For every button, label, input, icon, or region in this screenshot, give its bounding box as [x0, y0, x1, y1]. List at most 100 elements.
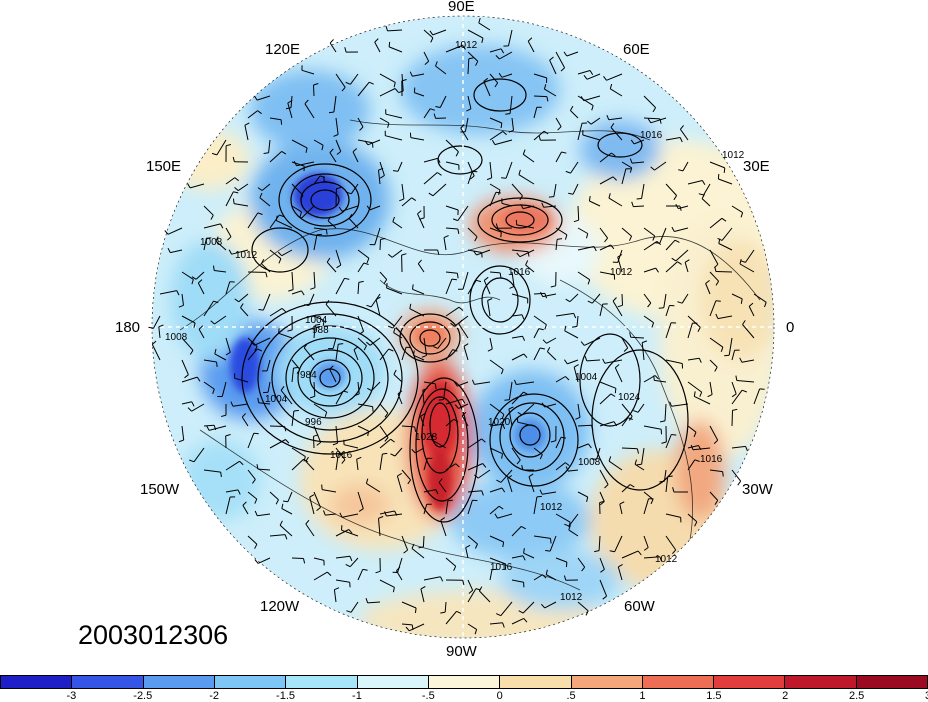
wind-barb-flag — [397, 472, 402, 477]
wind-barb-flag — [379, 175, 385, 179]
wind-barb — [709, 217, 723, 229]
wind-barb-flag — [420, 413, 426, 417]
wind-barb — [665, 322, 672, 339]
colorbar-swatch — [785, 676, 857, 688]
contour-value-label: 1004 — [305, 315, 328, 326]
wind-barb — [577, 123, 583, 141]
lon-label-180: 180 — [115, 319, 141, 336]
wind-barb-flag — [191, 401, 195, 407]
wind-barb-flag — [234, 298, 240, 303]
wind-barb-flag — [359, 126, 364, 131]
wind-barb — [423, 576, 441, 581]
contour-value-label: 1012 — [610, 267, 633, 278]
wind-barb-flag — [341, 86, 346, 92]
wind-barb — [555, 117, 562, 127]
wind-barb — [687, 322, 693, 339]
wind-barb — [457, 205, 469, 221]
wind-barb-flag — [631, 201, 634, 207]
wind-barb-flag — [234, 187, 239, 191]
wind-barb — [687, 381, 702, 393]
wind-barb-flag — [309, 494, 315, 498]
wind-barb-flag — [232, 156, 235, 162]
wind-barb — [505, 161, 513, 179]
wind-barb-flag — [636, 463, 642, 466]
wind-barb — [599, 176, 614, 185]
wind-barb-flag — [386, 283, 388, 289]
wind-barb — [665, 359, 683, 364]
wind-barb-flag — [608, 193, 611, 199]
wind-barb — [511, 447, 521, 461]
wind-barb-flag — [623, 347, 629, 352]
wind-barb-flag — [612, 176, 617, 181]
wind-barb — [385, 113, 403, 119]
wind-barb-flag — [699, 391, 703, 397]
wind-barb-flag — [586, 496, 589, 503]
wind-barb — [367, 601, 381, 604]
wind-barb — [458, 403, 469, 409]
wind-barb — [401, 425, 415, 428]
wind-barb-flag — [474, 629, 478, 635]
wind-barb-flag — [191, 279, 194, 285]
wind-barb — [291, 447, 306, 458]
wind-barb-flag — [650, 499, 654, 505]
wind-barb-flag — [569, 105, 574, 111]
wind-barb — [352, 151, 359, 163]
wind-barb — [728, 337, 733, 356]
wind-barb-flag — [365, 341, 371, 346]
wind-barb — [371, 381, 381, 392]
wind-barb — [181, 425, 185, 441]
wind-barb — [748, 306, 755, 317]
wind-barb-flag — [594, 550, 600, 553]
wind-barb-flag — [740, 260, 746, 263]
wind-barb — [641, 342, 645, 361]
wind-barb — [291, 368, 294, 383]
wind-barb — [269, 151, 283, 163]
wind-barb — [357, 381, 360, 394]
wind-barb — [533, 315, 547, 326]
wind-barb — [549, 59, 557, 75]
wind-barb-flag — [435, 61, 438, 67]
colorbar-swatch — [357, 676, 429, 688]
wind-barb-flag — [329, 148, 334, 153]
wind-barb — [197, 282, 205, 295]
wind-barb — [276, 220, 293, 229]
wind-barb — [643, 267, 656, 273]
wind-barb-flag — [658, 307, 664, 309]
wind-barb — [269, 425, 285, 427]
wind-barb-flag — [565, 170, 571, 174]
wind-barb — [679, 129, 689, 141]
wind-barb-flag — [610, 393, 616, 397]
wind-barb — [608, 117, 623, 121]
wind-barb-flag — [421, 354, 427, 358]
wind-barb — [621, 293, 623, 306]
wind-barb-flag — [612, 297, 617, 302]
wind-barb — [570, 110, 579, 119]
wind-barb — [445, 161, 459, 166]
wind-barb-flag — [475, 61, 479, 66]
wind-barb — [483, 81, 491, 97]
wind-barb-flag — [572, 325, 578, 328]
wind-barb — [477, 469, 491, 479]
lon-label-30e: 30E — [743, 158, 770, 175]
wind-barb — [736, 380, 755, 383]
wind-barb — [573, 366, 579, 383]
wind-barb-flag — [483, 276, 489, 281]
wind-barb — [231, 249, 249, 255]
wind-barb-flag — [652, 107, 657, 113]
wind-barb-flag — [647, 302, 652, 308]
wind-barb — [423, 504, 428, 515]
wind-barb-flag — [672, 487, 675, 493]
wind-barb-flag — [167, 247, 171, 253]
wind-barb-flag — [187, 183, 191, 189]
wind-barb-flag — [417, 259, 422, 265]
wind-barb — [715, 271, 733, 273]
wind-barb-flag — [433, 113, 437, 119]
wind-barb-flag — [474, 543, 478, 549]
wind-barb — [489, 535, 504, 543]
wind-barb-flag — [407, 479, 412, 485]
wind-barb-flag — [365, 478, 369, 484]
wind-barb-flag — [332, 442, 338, 446]
wind-barb — [401, 469, 411, 481]
wind-barb-flag — [495, 191, 501, 194]
wind-barb-flag — [677, 261, 682, 265]
